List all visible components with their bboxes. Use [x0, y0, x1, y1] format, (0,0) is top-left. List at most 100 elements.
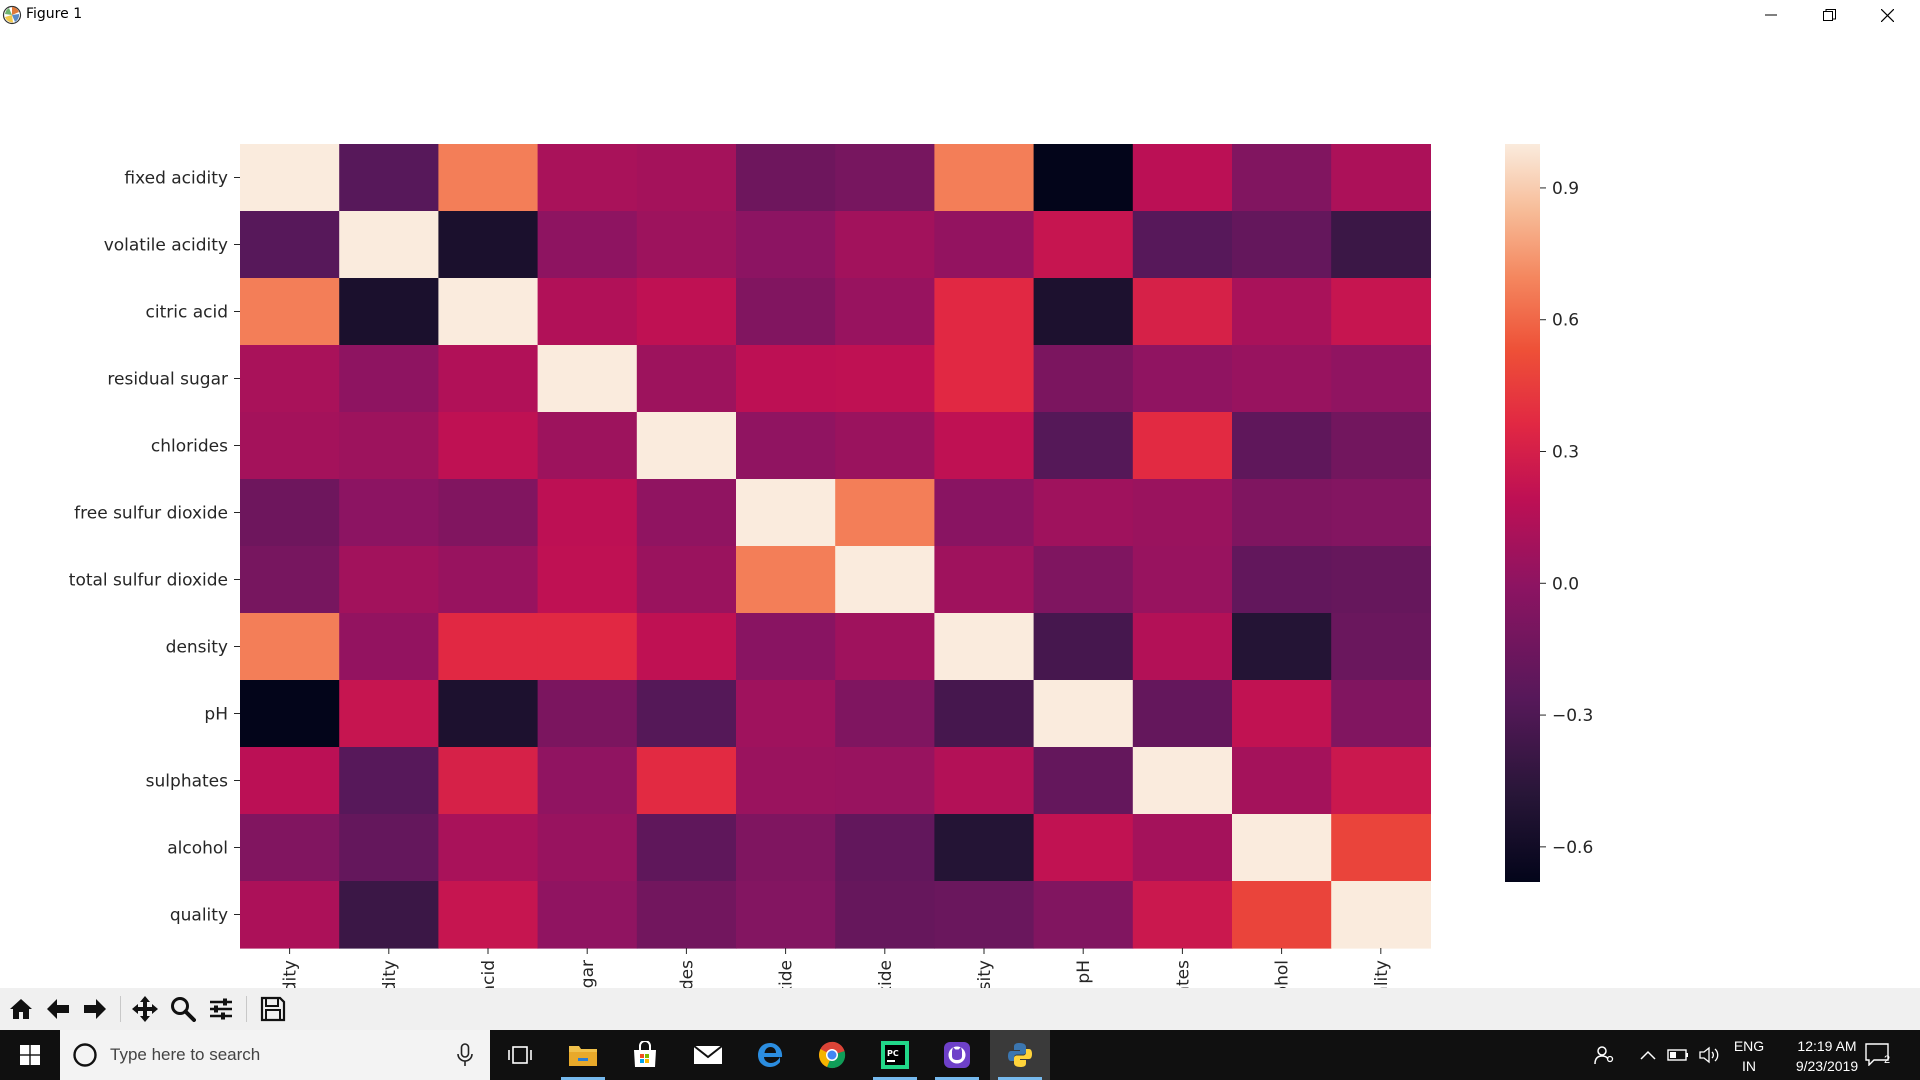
heatmap-cell: [736, 546, 836, 614]
start-button[interactable]: [0, 1030, 60, 1080]
heatmap-cell: [438, 680, 539, 748]
python-button[interactable]: [990, 1030, 1050, 1080]
colorbar-tick-labels: 0.9 0.6 0.3 0.0 −0.3 −0.6: [1540, 179, 1593, 858]
heatmap-cell: [438, 144, 539, 212]
zoom-button[interactable]: [166, 992, 200, 1026]
github-desktop-button[interactable]: [927, 1030, 987, 1080]
windows-taskbar: Type here to search: [0, 1030, 1920, 1080]
zoom-icon: [171, 997, 196, 1022]
heatmap-cell: [736, 345, 836, 413]
heatmap-cell: [1132, 881, 1233, 949]
heatmap-cell: [1232, 345, 1332, 413]
heatmap-cell: [339, 613, 439, 681]
file-explorer-icon: [569, 1046, 597, 1066]
heatmap-cell: [339, 814, 439, 882]
colorbar-tick-label: 0.3: [1552, 443, 1579, 463]
heatmap-cell: [636, 278, 737, 346]
heatmap-cell: [736, 211, 836, 279]
toolbar-separator: [120, 996, 121, 1022]
heatmap-cell: [736, 881, 836, 949]
heatmap-cell: [835, 881, 935, 949]
show-hidden-icons-button[interactable]: [1636, 1043, 1660, 1067]
volume-button[interactable]: [1698, 1043, 1722, 1067]
heatmap-cell: [240, 613, 340, 681]
column-tick-label: sulphates: [1173, 960, 1193, 988]
edge-button[interactable]: [740, 1030, 800, 1080]
colorbar-tick-label: 0.0: [1552, 574, 1579, 594]
back-icon: [47, 999, 69, 1019]
heatmap-cell: [1232, 144, 1332, 212]
heatmap-cell: [339, 412, 439, 480]
heatmap-cell: [636, 747, 737, 815]
action-center-button[interactable]: 2: [1864, 1042, 1898, 1070]
heatmap-cell: [736, 680, 836, 748]
heatmap-cell: [1232, 613, 1332, 681]
heatmap-cell: [1331, 680, 1431, 748]
heatmap-cell: [438, 546, 539, 614]
taskbar-search-box[interactable]: Type here to search: [60, 1030, 490, 1080]
heatmap-cell: [339, 211, 439, 279]
configure-subplots-button[interactable]: [204, 992, 238, 1026]
file-explorer-button[interactable]: [553, 1030, 613, 1080]
heatmap-cell: [1033, 881, 1134, 949]
heatmap-cell: [636, 412, 737, 480]
heatmap-cell: [537, 680, 638, 748]
heatmap-cell: [1331, 881, 1431, 949]
mail-button[interactable]: [678, 1030, 738, 1080]
clock-date: 9/23/2019: [1795, 1058, 1859, 1074]
minimize-button[interactable]: [1742, 0, 1800, 30]
row-tick-label: sulphates: [146, 772, 228, 792]
heatmap-cell: [240, 479, 340, 547]
mail-icon: [693, 1045, 723, 1064]
minimize-icon: [1765, 14, 1777, 16]
forward-button[interactable]: [78, 992, 112, 1026]
heatmap-cell: [537, 211, 638, 279]
heatmap-cell: [934, 881, 1035, 949]
heatmap-cell: [636, 479, 737, 547]
row-tick-label: alcohol: [167, 839, 228, 859]
figure-canvas[interactable]: fixed acidity volatile acidity citric acid…: [0, 30, 1920, 988]
heatmap-cell: [537, 479, 638, 547]
column-tick-label: fur dioxide: [876, 960, 896, 988]
heatmap-cell: [438, 412, 539, 480]
restore-button[interactable]: [1800, 0, 1858, 30]
row-tick-label: density: [166, 638, 228, 658]
heatmap-cell: [537, 345, 638, 413]
people-button[interactable]: [1592, 1043, 1616, 1067]
heatmap-cell: [1033, 345, 1134, 413]
heatmap-chart: fixed acidity volatile acidity citric acid…: [69, 144, 1593, 988]
heatmap-cell: [835, 211, 935, 279]
microphone-icon[interactable]: [456, 1043, 474, 1067]
pan-button[interactable]: [128, 992, 162, 1026]
heatmap-cell: [835, 412, 935, 480]
column-tick-label: pH: [1074, 960, 1094, 984]
taskbar-clock[interactable]: 12:19 AM 9/23/2019: [1772, 1036, 1882, 1076]
heatmap-cell: [736, 814, 836, 882]
heatmap-cell: [636, 345, 737, 413]
pycharm-button[interactable]: PC: [865, 1030, 925, 1080]
battery-button[interactable]: [1666, 1043, 1690, 1067]
heatmap-cell: [934, 814, 1035, 882]
heatmap-cell: [1331, 345, 1431, 413]
close-button[interactable]: [1858, 0, 1916, 30]
notification-icon: [1865, 1043, 1889, 1067]
heatmap-cell: [636, 814, 737, 882]
heatmap-cell: [1033, 144, 1134, 212]
heatmap-cell: [537, 412, 638, 480]
heatmap-cell: [1033, 278, 1134, 346]
colorbar-tick-label: −0.3: [1552, 706, 1593, 726]
input-language[interactable]: ENG IN: [1732, 1036, 1766, 1076]
heatmap-cell: [438, 814, 539, 882]
chrome-button[interactable]: [802, 1030, 862, 1080]
heatmap-cell: [835, 747, 935, 815]
heatmap-cell: [240, 680, 340, 748]
heatmap-cell: [1132, 747, 1233, 815]
back-button[interactable]: [41, 992, 75, 1026]
heatmap-cell: [1331, 144, 1431, 212]
home-button[interactable]: [4, 992, 38, 1026]
save-button[interactable]: [256, 992, 290, 1026]
store-button[interactable]: [615, 1030, 675, 1080]
windows-logo-icon: [20, 1045, 40, 1065]
task-view-button[interactable]: [490, 1030, 550, 1080]
save-icon: [260, 996, 286, 1022]
